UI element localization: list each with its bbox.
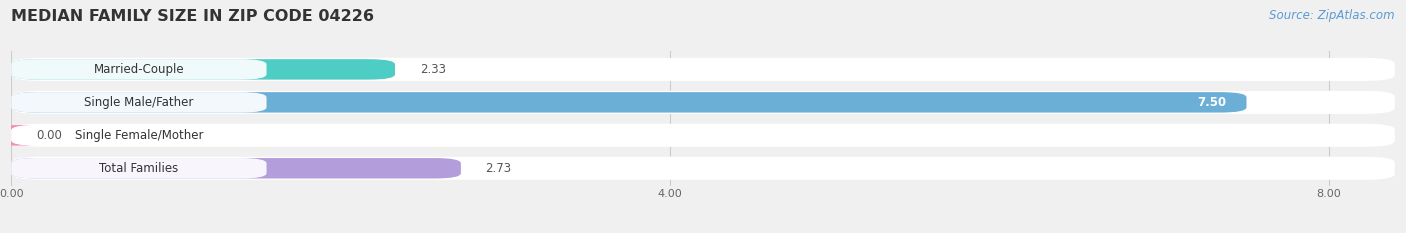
FancyBboxPatch shape — [11, 59, 267, 80]
FancyBboxPatch shape — [11, 91, 1395, 114]
Text: Single Female/Mother: Single Female/Mother — [75, 129, 202, 142]
Text: 2.73: 2.73 — [485, 162, 512, 175]
FancyBboxPatch shape — [11, 157, 1395, 180]
FancyBboxPatch shape — [11, 158, 267, 178]
FancyBboxPatch shape — [11, 124, 1395, 147]
Text: Total Families: Total Families — [100, 162, 179, 175]
FancyBboxPatch shape — [11, 92, 267, 113]
FancyBboxPatch shape — [0, 125, 38, 146]
FancyBboxPatch shape — [11, 158, 461, 178]
FancyBboxPatch shape — [11, 58, 1395, 81]
Text: Married-Couple: Married-Couple — [94, 63, 184, 76]
Text: 7.50: 7.50 — [1198, 96, 1227, 109]
Text: 2.33: 2.33 — [420, 63, 446, 76]
FancyBboxPatch shape — [11, 125, 267, 146]
Text: Single Male/Father: Single Male/Father — [84, 96, 194, 109]
Text: 0.00: 0.00 — [37, 129, 62, 142]
FancyBboxPatch shape — [11, 92, 1247, 113]
FancyBboxPatch shape — [11, 59, 395, 80]
Text: MEDIAN FAMILY SIZE IN ZIP CODE 04226: MEDIAN FAMILY SIZE IN ZIP CODE 04226 — [11, 9, 374, 24]
Text: Source: ZipAtlas.com: Source: ZipAtlas.com — [1270, 9, 1395, 22]
